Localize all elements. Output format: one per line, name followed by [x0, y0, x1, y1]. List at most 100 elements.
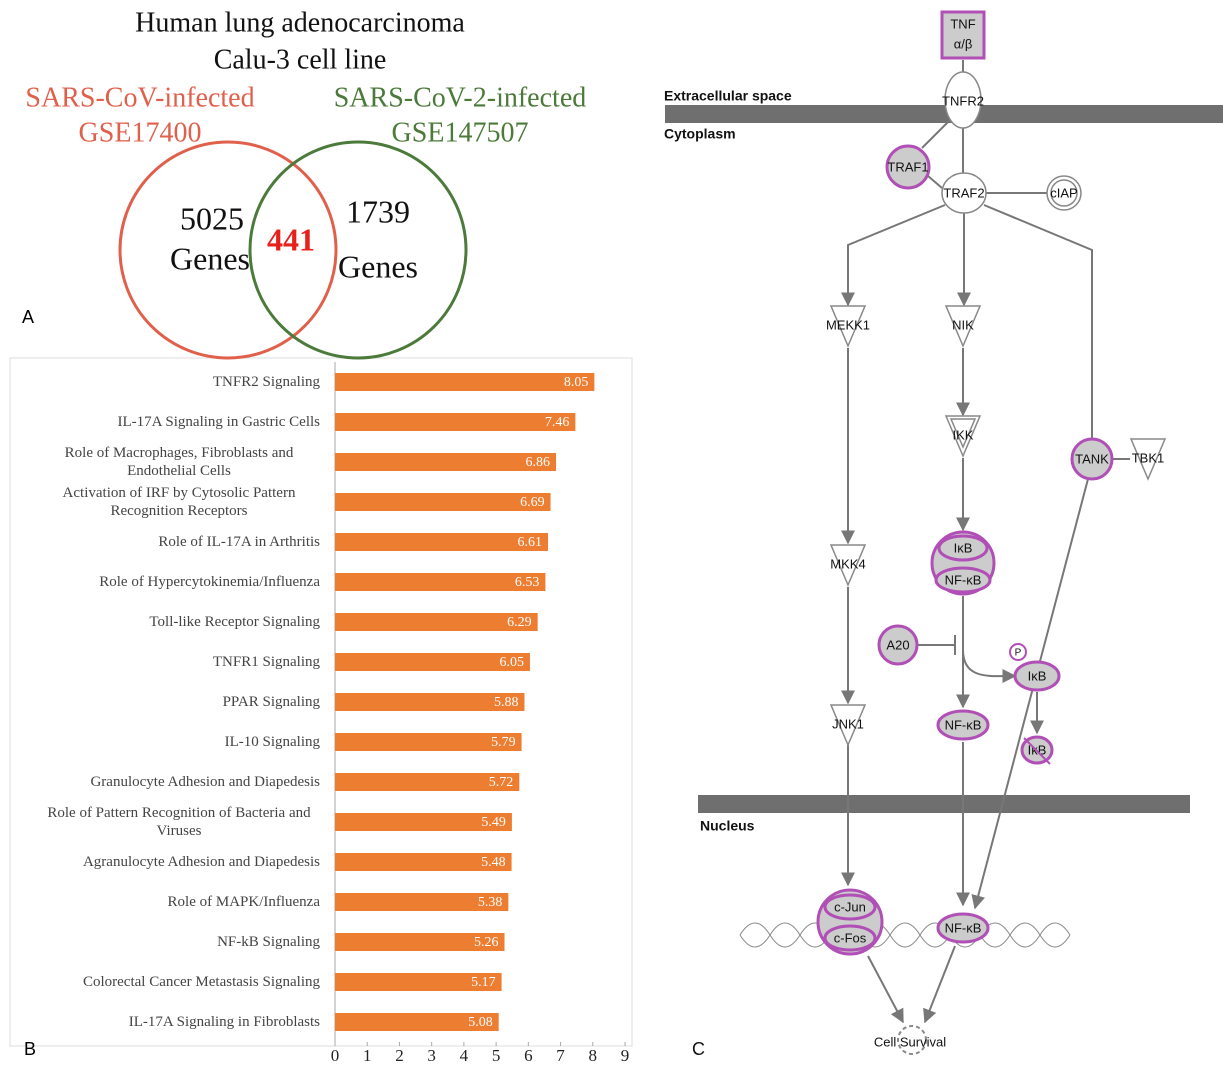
overlap-count: 441 — [267, 221, 315, 257]
value-label: 5.72 — [489, 775, 514, 790]
set-dataset: GSE147507 — [392, 117, 529, 148]
value-label: 7.46 — [545, 415, 570, 430]
y-tick-label: TNFR1 Signaling — [213, 653, 320, 671]
set-count: 1739 — [346, 193, 410, 229]
x-tick-label: 3 — [427, 1046, 436, 1065]
edge — [868, 956, 903, 1022]
edge — [925, 946, 955, 1022]
edges — [848, 60, 1130, 1022]
y-tick-label: Granulocyte Adhesion and Diapedesis — [90, 773, 320, 791]
value-label: 8.05 — [564, 375, 589, 390]
value-label: 5.48 — [481, 855, 506, 870]
figure: Extracellular space Cytoplasm Nucleus C — [0, 0, 1223, 1069]
compartment-label: Nucleus — [700, 818, 755, 834]
value-label: 5.26 — [474, 935, 499, 950]
set-count: 5025 — [180, 200, 244, 236]
y-tick-label: IL-17A Signaling in Fibroblasts — [129, 1013, 320, 1031]
edge — [848, 205, 945, 305]
bar — [335, 533, 548, 551]
set-unit: Genes — [338, 248, 418, 284]
y-tick-label: Role of Macrophages, Fibroblasts and End… — [38, 444, 320, 480]
y-tick-label: PPAR Signaling — [223, 693, 320, 711]
compartment-label: Cytoplasm — [664, 126, 736, 142]
x-tick-label: 6 — [524, 1046, 533, 1065]
y-tick-label: Agranulocyte Adhesion and Diapedesis — [83, 853, 320, 871]
edge — [975, 479, 1088, 908]
value-label: 5.38 — [478, 895, 503, 910]
y-tick-label: Role of Pattern Recognition of Bacteria … — [38, 804, 320, 840]
bar — [335, 453, 556, 471]
value-label: 5.17 — [471, 975, 496, 990]
panel-label: C — [692, 1039, 705, 1059]
node-label: TBK1 — [1132, 450, 1165, 465]
venn-title: Calu-3 cell line — [214, 44, 387, 75]
node-label: TNF — [950, 16, 975, 31]
x-tick-label: 9 — [621, 1046, 630, 1065]
y-tick-label: NF-kB Signaling — [217, 933, 320, 951]
x-tick-label: 8 — [589, 1046, 598, 1065]
value-label: 6.61 — [517, 535, 542, 550]
y-tick-label: Toll-like Receptor Signaling — [149, 613, 320, 631]
x-tick-label: 4 — [460, 1046, 469, 1065]
node-label: MEKK1 — [826, 317, 870, 332]
node-label: c-Jun — [834, 899, 866, 914]
value-label: 5.49 — [481, 815, 506, 830]
x-tick-label: 5 — [492, 1046, 501, 1065]
node-label: NF-κB — [945, 717, 982, 732]
node-label: P — [1015, 648, 1022, 659]
pathway: Extracellular space Cytoplasm Nucleus C — [664, 12, 1223, 1059]
edge — [928, 176, 942, 188]
set-name: SARS-CoV-2-infected — [334, 82, 587, 113]
node-label: MKK4 — [830, 556, 865, 571]
set-name: SARS-CoV-infected — [25, 82, 254, 113]
node-label: TANK — [1075, 451, 1109, 466]
set-dataset: GSE17400 — [79, 117, 202, 148]
value-label: 6.86 — [526, 455, 551, 470]
node-label: TRAF1 — [887, 159, 928, 174]
value-label: 6.69 — [520, 495, 545, 510]
node-label: NF-κB — [945, 920, 982, 935]
node-label: IκB — [954, 540, 973, 555]
dna-strand — [740, 923, 1070, 947]
y-tick-label: Role of MAPK/Influenza — [168, 893, 320, 911]
bar — [335, 493, 551, 511]
dna-strand — [740, 923, 1070, 947]
node-label: c-Fos — [834, 930, 867, 945]
bar — [335, 573, 545, 591]
set-unit: Genes — [170, 240, 250, 276]
value-label: 5.88 — [494, 695, 519, 710]
x-tick-label: 0 — [331, 1046, 340, 1065]
y-tick-label: IL-17A Signaling in Gastric Cells — [118, 413, 320, 431]
value-label: 6.53 — [515, 575, 540, 590]
edge — [963, 650, 1015, 676]
panel-label: B — [24, 1039, 36, 1059]
nuclear-membrane — [698, 795, 1190, 813]
compartment-label: Extracellular space — [664, 88, 792, 104]
panel-label: A — [22, 307, 34, 327]
node-label: TNFR2 — [942, 93, 984, 108]
edge — [984, 205, 1092, 439]
bar — [335, 373, 594, 391]
value-label: 5.08 — [468, 1015, 493, 1030]
node-label: JNK1 — [832, 716, 864, 731]
y-tick-label: Role of IL-17A in Arthritis — [158, 533, 320, 551]
y-tick-label: Role of Hypercytokinemia/Influenza — [99, 573, 320, 591]
node-label: IκB — [1028, 668, 1047, 683]
value-label: 6.29 — [507, 615, 532, 630]
node-label: α/β — [954, 36, 973, 51]
value-label: 6.05 — [499, 655, 524, 670]
node-label: IKK — [953, 427, 974, 442]
x-tick-label: 2 — [395, 1046, 404, 1065]
x-tick-label: 1 — [363, 1046, 372, 1065]
node-label: Cell Survival — [874, 1034, 946, 1049]
node-label: NIK — [952, 317, 974, 332]
node-label: cIAP — [1050, 185, 1077, 200]
node-label: TRAF2 — [943, 185, 984, 200]
node-label: NF-κB — [945, 572, 982, 587]
y-tick-label: Activation of IRF by Cytosolic Pattern R… — [38, 484, 320, 520]
venn-title: Human lung adenocarcinoma — [135, 7, 465, 38]
edge — [922, 120, 950, 148]
y-tick-label: TNFR2 Signaling — [213, 373, 320, 391]
bar — [335, 413, 575, 431]
y-tick-label: Colorectal Cancer Metastasis Signaling — [83, 973, 320, 991]
